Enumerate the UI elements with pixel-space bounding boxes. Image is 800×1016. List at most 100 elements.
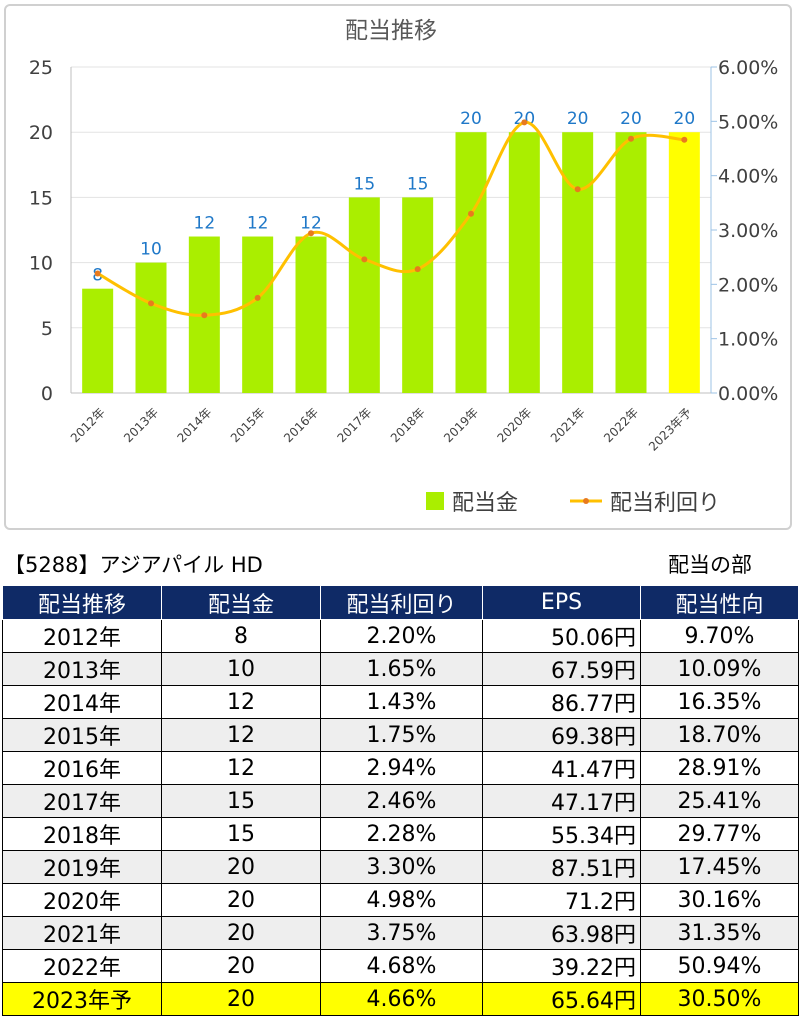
table-cell: 50.06円 [482, 619, 641, 653]
table-cell: 4.98% [320, 883, 483, 917]
table-cell: 15 [161, 817, 321, 851]
table-cell: 39.22円 [482, 949, 641, 983]
legend-label-yield: 配当利回り [610, 491, 720, 516]
table-cell: 31.35% [640, 916, 799, 950]
right-axis-tick-label: 1.00% [718, 329, 778, 351]
table-cell: 2021年 [2, 916, 162, 950]
table-cell: 87.51円 [482, 850, 641, 884]
table-row: 2019年 20 3.30% 87.51円 17.45% [2, 850, 799, 884]
yield-point [148, 300, 154, 307]
table-cell: 30.50% [640, 982, 799, 1016]
table-cell: 20 [161, 850, 321, 884]
section-title: 配当の部 [668, 553, 752, 577]
bar [668, 132, 700, 393]
table-cell: 2.46% [320, 784, 483, 818]
bar [615, 132, 647, 393]
legend-swatch-bar [426, 492, 444, 510]
column-header: 配当性向 [640, 585, 799, 620]
left-axis-tick-label: 25 [29, 57, 53, 79]
table-row: 2014年 12 1.43% 86.77円 16.35% [2, 685, 799, 719]
table-cell: 30.16% [640, 883, 799, 917]
table-cell: 9.70% [640, 619, 799, 653]
table-row: 2012年 8 2.20% 50.06円 9.70% [2, 619, 799, 653]
table-cell: 3.75% [320, 916, 483, 950]
bar-data-label: 20 [620, 109, 642, 129]
table-row: 2022年 20 4.68% 39.22円 50.94% [2, 949, 799, 983]
table-cell: 8 [161, 619, 321, 653]
table-cell: 1.43% [320, 685, 483, 719]
x-axis-tick-label: 2016年 [281, 405, 321, 445]
table-cell: 2023年予 [2, 982, 162, 1016]
dividend-table-wrap: 配当推移 配当金 配当利回り EPS 配当性向 2012年 8 2.20% 50.06円 9.7… [2, 585, 799, 1016]
right-axis-tick-label: 5.00% [718, 111, 778, 133]
bar-data-label: 20 [674, 109, 696, 129]
x-axis-tick-label: 2021年 [548, 405, 588, 445]
table-row: 2013年 10 1.65% 67.59円 10.09% [2, 652, 799, 686]
table-cell: 71.2円 [482, 883, 641, 917]
yield-point [201, 312, 208, 319]
table-cell: 10.09% [640, 652, 799, 686]
yield-line [96, 120, 685, 317]
yield-point [468, 210, 474, 217]
table-cell: 2016年 [2, 751, 162, 785]
bar-data-label: 12 [194, 214, 216, 234]
table-row: 2023年予 20 4.66% 65.64円 30.50% [2, 982, 799, 1016]
left-axis-tick-label: 10 [29, 253, 53, 275]
yield-point [361, 256, 368, 263]
table-cell: 2014年 [2, 685, 162, 719]
yield-point [414, 266, 421, 273]
table-cell: 2012年 [2, 619, 162, 653]
yield-point [254, 294, 261, 301]
table-cell: 2.28% [320, 817, 483, 851]
table-cell: 28.91% [640, 751, 799, 785]
table-cell: 17.45% [640, 850, 799, 884]
table-cell: 20 [161, 982, 321, 1016]
table-cell: 12 [161, 718, 321, 752]
table-cell: 12 [161, 685, 321, 719]
yield-point [94, 270, 101, 277]
table-cell: 2017年 [2, 784, 162, 818]
table-cell: 4.66% [320, 982, 483, 1016]
dividend-chart: 配当推移 0 5 10 15 20 25 0.00% 1.00% 2.00% 3.00% 4.00% 5… [29, 18, 779, 516]
table-cell: 4.68% [320, 949, 483, 983]
x-axis-tick-label: 2013年 [121, 405, 161, 445]
column-header: 配当推移 [2, 585, 162, 620]
x-axis-tick-label: 2012年 [68, 405, 108, 445]
yield-point [574, 186, 581, 193]
table-cell: 16.35% [640, 685, 799, 719]
table-cell: 2015年 [2, 718, 162, 752]
legend-label-dividend: 配当金 [452, 491, 518, 516]
yield-point [681, 136, 688, 143]
bar [135, 262, 167, 393]
table-cell: 2019年 [2, 850, 162, 884]
table-cell: 20 [161, 949, 321, 983]
table-cell: 2013年 [2, 652, 162, 686]
column-header: 配当金 [161, 585, 321, 620]
table-cell: 12 [161, 751, 321, 785]
table-cell: 15 [161, 784, 321, 818]
company-title: 【5288】アジアパイル HD [4, 553, 263, 577]
yield-point [308, 230, 314, 237]
right-axis-tick-label: 6.00% [718, 57, 778, 79]
column-header: EPS [482, 585, 641, 620]
table-cell: 2.20% [320, 619, 483, 653]
bar [348, 197, 380, 393]
right-axis-tick-label: 4.00% [718, 166, 778, 188]
table-cell: 1.75% [320, 718, 483, 752]
table-cell: 67.59円 [482, 652, 641, 686]
table-cell: 69.38円 [482, 718, 641, 752]
table-cell: 63.98円 [482, 916, 641, 950]
table-cell: 29.77% [640, 817, 799, 851]
left-axis-tick-label: 20 [29, 122, 53, 144]
dividend-table: 配当推移 配当金 配当利回り EPS 配当性向 2012年 8 2.20% 50.06円 9.7… [2, 585, 799, 1016]
right-axis-tick-label: 0.00% [718, 383, 778, 405]
left-axis-tick-label: 5 [41, 318, 53, 340]
bar-data-label: 20 [460, 109, 482, 129]
column-header: 配当利回り [320, 585, 483, 620]
table-header-row: 配当推移 配当金 配当利回り EPS 配当性向 [2, 585, 799, 620]
yield-point [521, 119, 528, 126]
right-axis-tick-label: 3.00% [718, 220, 778, 242]
bar-data-label: 15 [407, 174, 429, 194]
bar-data-label: 10 [140, 240, 162, 260]
bar [295, 236, 327, 393]
